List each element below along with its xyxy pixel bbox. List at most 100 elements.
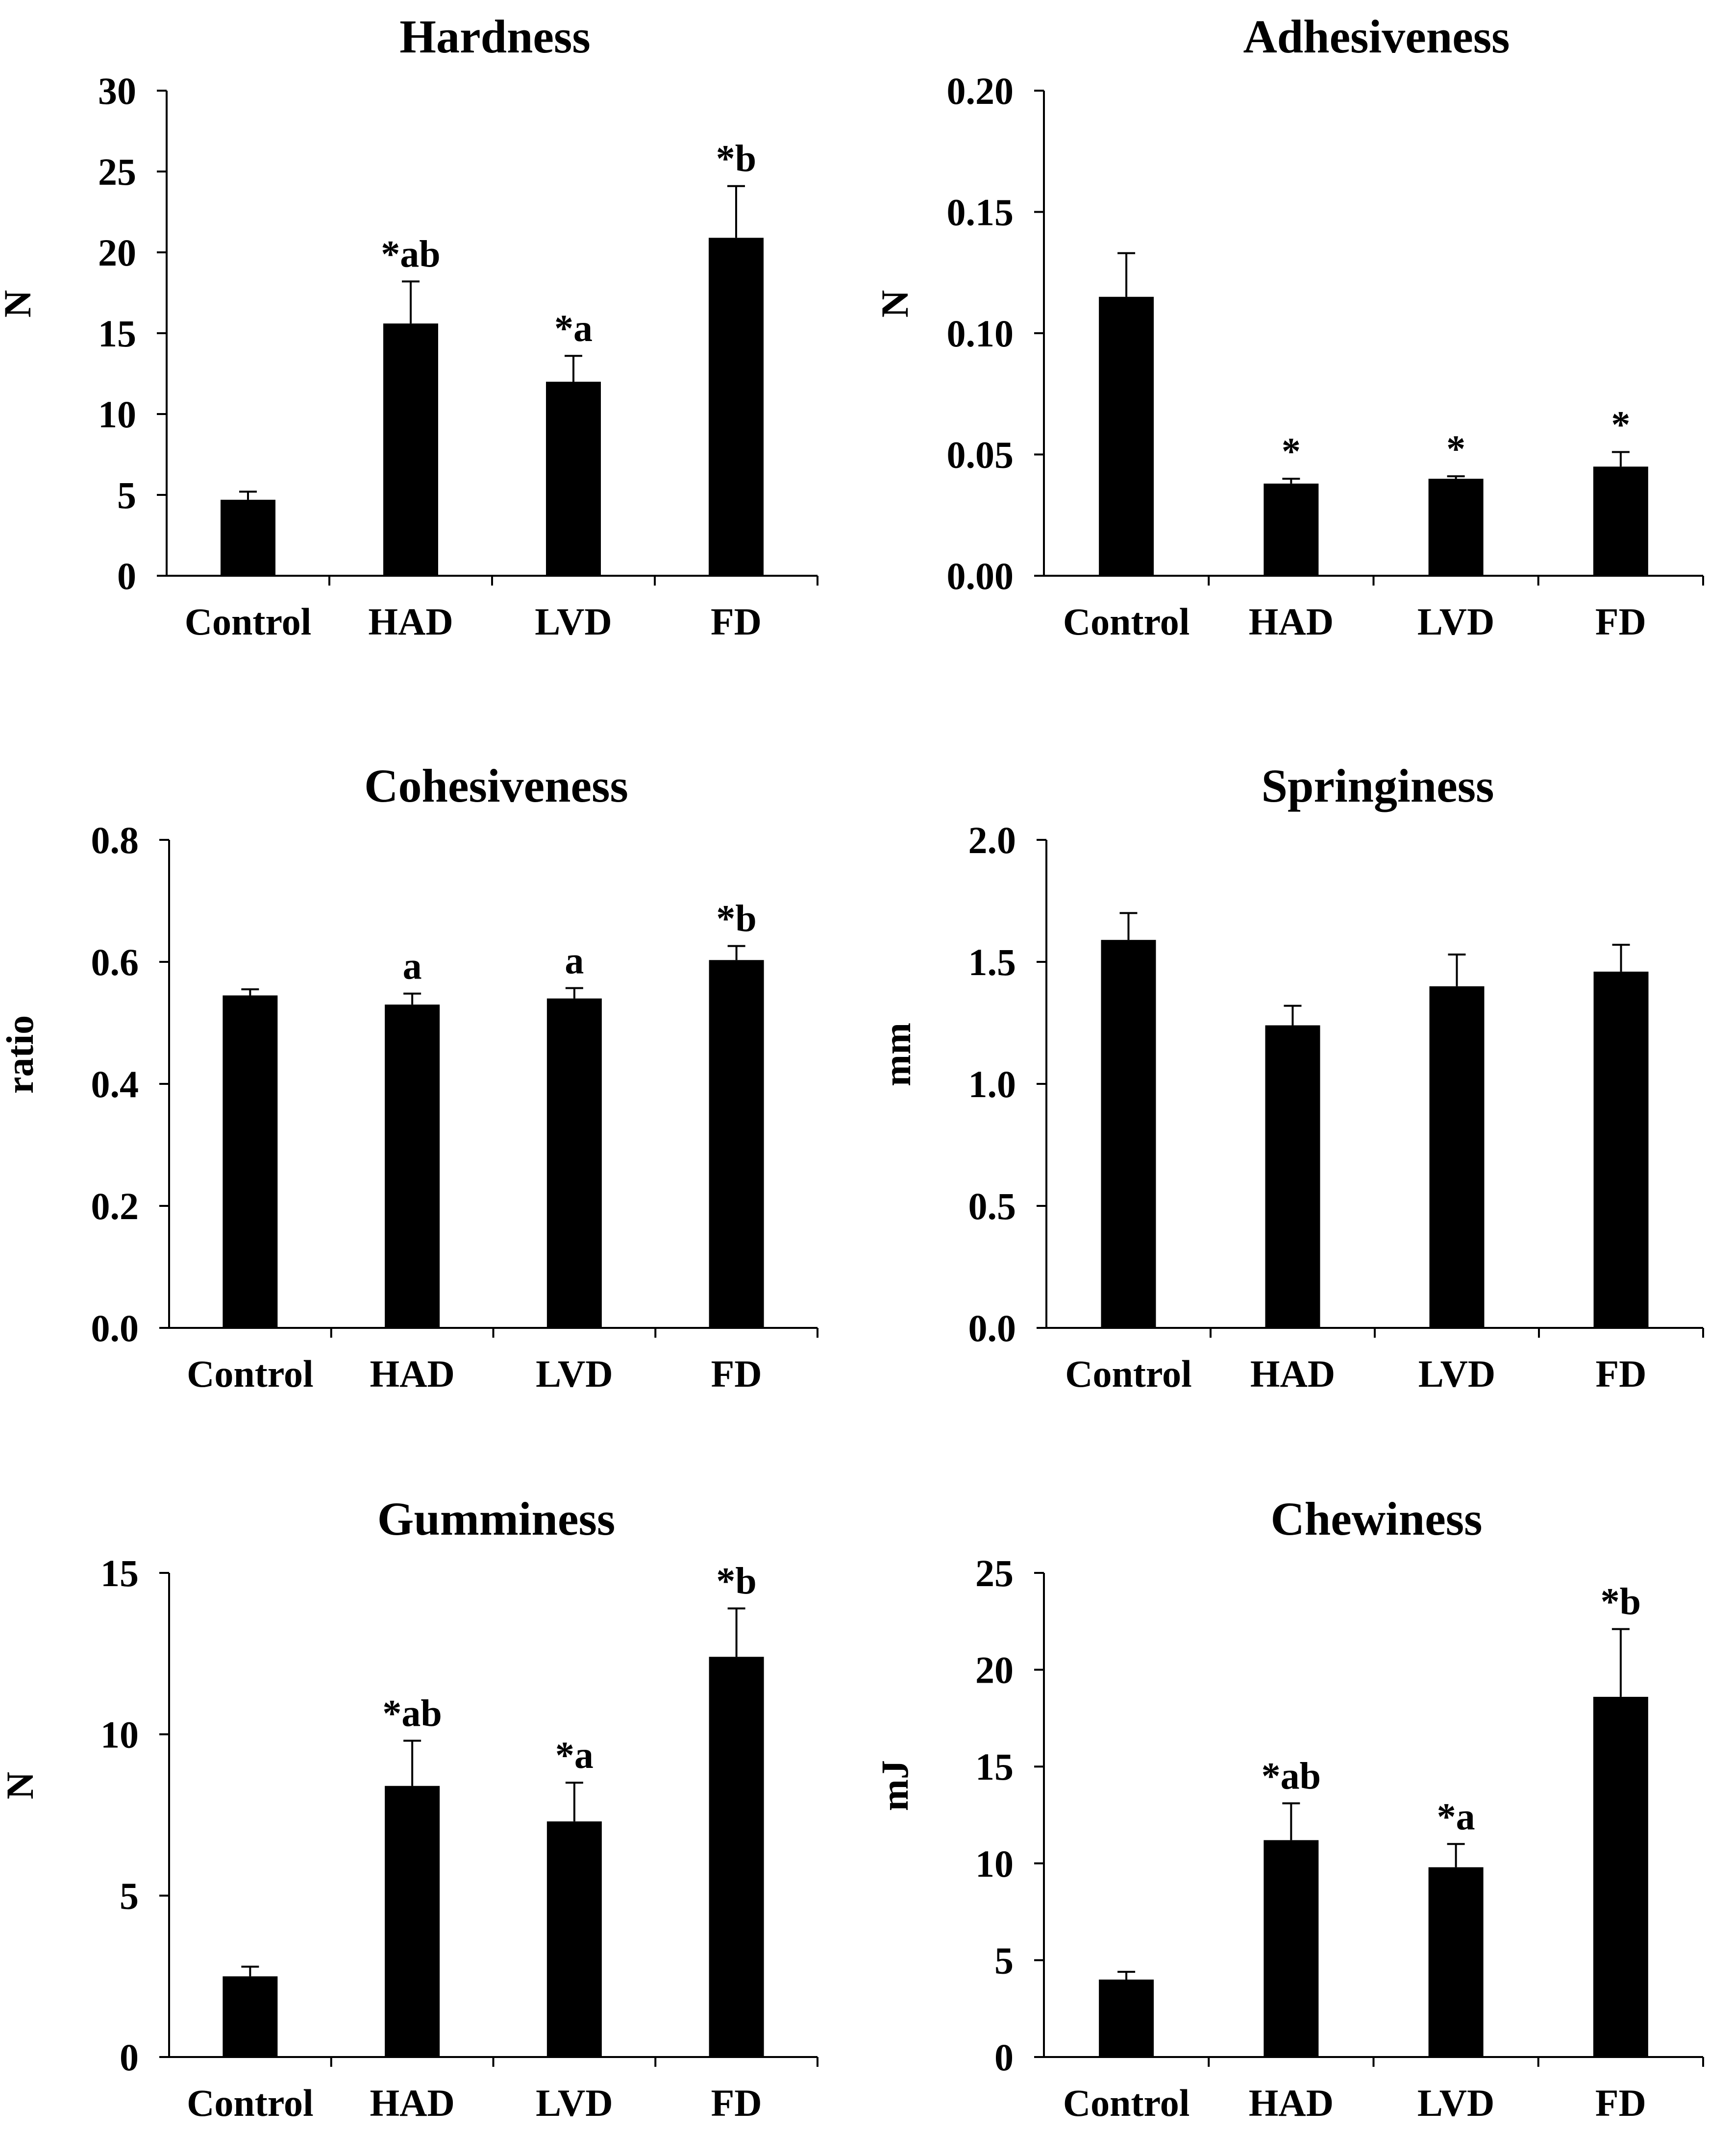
significance-label: *b [716,897,756,940]
chart-title: Adhesiveness [1243,10,1510,63]
y-tick-label: 25 [975,1552,1014,1594]
chart-panel-springiness: Springiness mm 0.0 0.5 1.0 1.5 2.0 Control HAD LV… [876,760,1704,1395]
y-tick-label: 2.0 [968,819,1016,861]
y-tick-label: 0.0 [968,1307,1016,1349]
chart-panel-hardness: Hardness N 0 5 10 15 20 25 30 Control HAD *ab LVD *a F… [0,10,818,643]
y-tick-label: 0.8 [91,819,139,861]
bar [385,1786,440,2057]
x-tick-label: LVD [535,600,612,643]
x-tick-label: HAD [370,1352,454,1395]
x-tick-label: Control [187,2082,314,2124]
x-tick-label: Control [187,1352,314,1395]
y-tick-label: 0.2 [91,1185,139,1227]
x-tick-label: HAD [1250,1352,1335,1395]
y-tick-label: 5 [117,474,136,516]
x-tick-label: LVD [1417,2082,1495,2124]
x-tick-label: FD [711,2082,762,2124]
chart-panel-gumminess: Gumminess N 0 5 10 15 Control HAD *ab LVD *a FD *b [0,1493,818,2124]
significance-label: *ab [382,1692,442,1735]
significance-label: *a [554,307,593,349]
y-tick-label: 25 [98,150,136,193]
significance-label: * [1611,403,1630,446]
bar [709,960,764,1328]
y-tick-label: 15 [98,312,136,355]
bar [1429,986,1485,1328]
y-axis-label: N [0,1772,41,1799]
x-tick-label: FD [1595,2082,1646,2124]
x-tick-label: HAD [370,2082,454,2124]
y-tick-label: 0.00 [947,555,1014,597]
y-tick-label: 0.4 [91,1063,139,1105]
chart-title: Springiness [1262,760,1494,812]
significance-label: *ab [381,232,440,275]
significance-label: *ab [1262,1754,1321,1797]
chart-title: Gumminess [377,1493,615,1545]
bar [1263,1840,1319,2057]
chart-title: Cohesiveness [364,760,628,812]
bar [1593,971,1649,1328]
significance-label: * [1282,430,1301,472]
bar [1101,940,1156,1328]
bar [1593,466,1648,576]
y-axis-label: mJ [873,1760,916,1811]
significance-label: a [565,939,584,982]
y-tick-label: 5 [994,1939,1014,1982]
bar [1263,483,1319,576]
chart-panel-adhesiveness: Adhesiveness N 0.00 0.05 0.10 0.15 0.20 Control… [873,10,1704,643]
x-tick-label: HAD [1249,600,1334,643]
bar [546,998,602,1328]
y-tick-label: 0.0 [91,1307,139,1349]
chart-panel-cohesiveness: Cohesiveness ratio 0.0 0.2 0.4 0.6 0.8 Control H… [0,760,818,1395]
bar [1265,1025,1320,1328]
bar [385,1004,440,1328]
x-tick-label: FD [711,1352,762,1395]
chart-title: Hardness [399,10,590,63]
x-tick-label: Control [1065,1352,1192,1395]
y-tick-label: 0 [994,2036,1014,2079]
significance-label: * [1446,427,1465,470]
bar [546,382,601,576]
bar [223,1976,278,2057]
bar [1593,1696,1648,2057]
y-tick-label: 0.5 [968,1185,1016,1227]
bar [709,238,764,576]
x-tick-label: HAD [368,600,453,643]
significance-label: *a [1437,1795,1475,1838]
bar [1099,296,1154,576]
y-tick-label: 5 [120,1875,139,1917]
y-axis-label: N [0,290,39,318]
x-tick-label: LVD [1418,1352,1496,1395]
y-tick-label: 0.6 [91,941,139,983]
significance-label: *b [1601,1580,1641,1623]
bar [1099,1979,1154,2057]
y-tick-label: 10 [98,393,136,436]
x-tick-label: LVD [536,2082,613,2124]
chart-title: Chewiness [1270,1493,1482,1545]
significance-label: *b [716,137,756,180]
bar [1428,479,1484,576]
x-tick-label: Control [1063,600,1190,643]
x-tick-label: FD [1596,1352,1647,1395]
y-axis-label: mm [876,1023,918,1086]
significance-label: a [403,945,422,987]
y-tick-label: 30 [98,70,136,112]
bar [221,499,275,576]
x-tick-label: LVD [536,1352,613,1395]
y-tick-label: 20 [975,1649,1014,1691]
y-tick-label: 0.15 [947,191,1014,234]
x-tick-label: LVD [1417,600,1495,643]
x-tick-label: FD [1595,600,1646,643]
y-tick-label: 20 [98,231,136,274]
x-tick-label: Control [1063,2082,1190,2124]
y-tick-label: 15 [975,1745,1014,1788]
bar [546,1821,602,2057]
x-tick-label: Control [185,600,312,643]
y-axis-label: N [873,290,916,318]
bar [223,995,278,1328]
y-axis-label: ratio [0,1015,41,1094]
x-tick-label: FD [711,600,762,643]
bar [383,323,438,576]
x-tick-label: HAD [1249,2082,1334,2124]
y-tick-label: 0.05 [947,434,1014,476]
